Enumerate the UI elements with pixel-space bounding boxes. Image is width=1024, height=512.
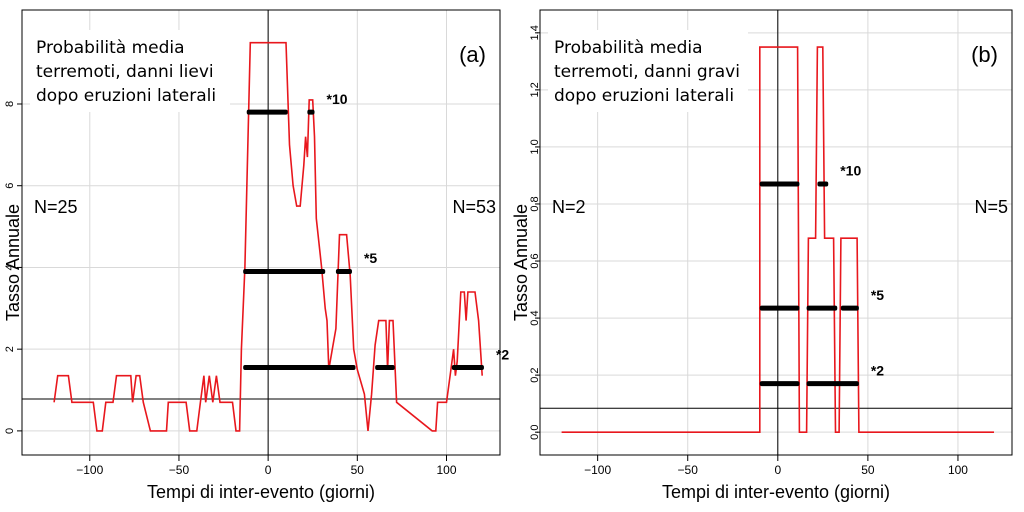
y-tick-label: 0.8 [529, 196, 541, 211]
annotation: terremoti, danni lievi [36, 62, 214, 82]
interval-label: *10 [840, 163, 861, 179]
y-tick-label: 0.4 [529, 310, 541, 325]
x-tick-label: 100 [436, 463, 456, 477]
y-tick-label: 1.4 [529, 25, 541, 40]
y-tick-label: 8 [4, 101, 16, 107]
y-tick-label: 2 [4, 346, 16, 352]
n-right: N=53 [452, 197, 496, 217]
panel-label: (a) [459, 42, 486, 67]
interval-label: *10 [327, 91, 348, 107]
x-tick-label: −100 [584, 463, 611, 477]
x-tick-label: −100 [76, 463, 103, 477]
interval-bar [451, 365, 484, 371]
annotation: dopo eruzioni laterali [554, 86, 734, 106]
plot-frame [21, 9, 501, 456]
n-left: N=25 [34, 197, 78, 217]
interval-label: *2 [871, 362, 884, 378]
x-tick-label: −50 [678, 463, 699, 477]
n-right: N=5 [974, 197, 1008, 217]
annotation: Probabilità media [554, 38, 703, 58]
interval-bar [335, 269, 352, 275]
n-left: N=2 [552, 197, 586, 217]
interval-bar [806, 381, 859, 387]
annotation-bg [30, 30, 230, 112]
interval-bar [246, 109, 288, 115]
y-tick-label: 1.2 [529, 82, 541, 97]
y-tick-label: 6 [4, 183, 16, 189]
annotation: Probabilità media [36, 38, 185, 58]
interval-bar [243, 365, 356, 371]
interval-bar [759, 305, 800, 311]
interval-bar [840, 305, 859, 311]
interval-bar [375, 365, 395, 371]
y-tick-label: 0 [4, 428, 16, 434]
interval-bar [817, 181, 829, 187]
x-axis-title: Tempi di inter-evento (giorni) [662, 482, 890, 502]
interval-label: *5 [364, 250, 377, 266]
y-axis-title: Tasso Annuale [3, 204, 23, 321]
interval-bar [759, 181, 800, 187]
x-tick-label: 0 [265, 463, 272, 477]
y-tick-label: 0.6 [529, 253, 541, 268]
x-tick-label: 100 [948, 463, 968, 477]
interval-label: *2 [496, 346, 509, 362]
panel-label: (b) [971, 42, 998, 67]
interval-bar [806, 305, 838, 311]
x-tick-label: 50 [861, 463, 875, 477]
rate-line [561, 46, 994, 433]
y-axis-title: Tasso Annuale [511, 204, 531, 321]
annotation: dopo eruzioni laterali [36, 86, 216, 106]
y-tick-label: 1.0 [529, 139, 541, 154]
interval-bar [307, 109, 315, 115]
interval-bar [759, 381, 800, 387]
plot-frame [539, 9, 1013, 456]
interval-bar [243, 269, 326, 275]
x-tick-label: −50 [169, 463, 190, 477]
y-tick-label: 4 [4, 264, 16, 270]
interval-label: *5 [871, 287, 884, 303]
x-axis-title: Tempi di inter-evento (giorni) [147, 482, 375, 502]
x-tick-label: 50 [351, 463, 365, 477]
annotation-bg [548, 30, 748, 112]
y-tick-label: 0.0 [529, 425, 541, 440]
annotation: terremoti, danni gravi [554, 62, 740, 82]
x-tick-label: 0 [774, 463, 781, 477]
rate-line [53, 41, 483, 432]
y-tick-label: 0.2 [529, 367, 541, 382]
